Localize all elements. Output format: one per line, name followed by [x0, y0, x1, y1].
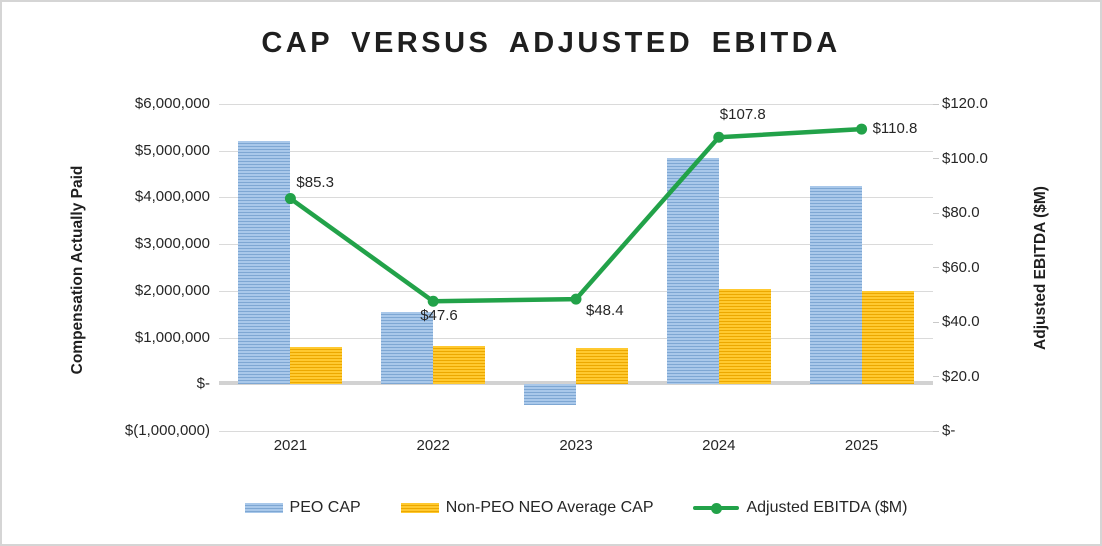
bar-peo-cap-2025	[809, 185, 862, 385]
bar-peo-cap-2021	[238, 141, 291, 385]
legend-swatch-non-peo-neo-average-cap	[400, 503, 439, 513]
gridline	[219, 338, 933, 339]
line-data-label-2021: $85.3	[296, 173, 334, 191]
legend-swatch-peo-cap	[244, 503, 283, 513]
legend-line-marker	[711, 503, 723, 514]
line-data-label-2025: $110.8	[872, 120, 918, 138]
bar-peo-cap-2022	[381, 311, 434, 385]
right-axis-tick	[933, 267, 939, 268]
left-axis-tick-label: $6,000,000	[134, 95, 210, 112]
left-axis-tick-label: $1,000,000	[134, 328, 210, 346]
ebitda-point-2024	[713, 131, 725, 143]
left-axis-tick-label: $3,000,000	[134, 235, 210, 253]
line-data-label-2023: $48.4	[586, 302, 624, 320]
category-label-2022: 2022	[416, 437, 450, 454]
legend-item-non-peo-neo-average-cap: Non-PEO NEO Average CAP	[400, 499, 654, 517]
right-axis-tick-label: $20.0	[942, 367, 980, 385]
right-axis-tick	[933, 158, 939, 159]
legend-label-peo-cap: PEO CAP	[289, 499, 361, 516]
line-data-label-2024: $107.8	[719, 106, 766, 124]
gridline	[219, 104, 933, 105]
right-axis-tick	[933, 212, 939, 214]
gridline	[219, 151, 933, 152]
bar-non-peo-neo-average-cap-2024	[718, 288, 771, 385]
category-label-2023: 2023	[559, 437, 593, 454]
legend-swatch-adjusted-ebitda-m	[693, 502, 740, 514]
legend: PEO CAP Non-PEO NEO Average CAP Adjusted E…	[219, 494, 933, 522]
ebitda-point-2025	[856, 123, 868, 135]
bar-non-peo-neo-average-cap-2025	[861, 290, 914, 385]
category-label-2024: 2024	[702, 437, 736, 454]
left-axis-tick-label: $(1,000,000)	[124, 422, 210, 439]
legend-label-adjusted-ebitda-m: Adjusted EBITDA ($M)	[746, 499, 908, 516]
right-axis-tick	[933, 376, 939, 377]
left-axis-tick-label: $4,000,000	[134, 188, 210, 206]
bar-non-peo-neo-average-cap-2021	[290, 346, 343, 385]
category-label-2025: 2025	[844, 437, 879, 454]
legend-item-adjusted-ebitda-m: Adjusted EBITDA ($M)	[693, 499, 907, 517]
right-axis-tick-label: $60.0	[942, 258, 980, 276]
right-axis-title: Adjusted EBITDA ($M)	[1032, 186, 1049, 350]
ebitda-point-2022	[427, 295, 439, 307]
right-axis-tick-label: $-	[942, 422, 956, 439]
right-axis-tick	[933, 103, 939, 105]
left-axis-tick-label: $-	[196, 375, 210, 393]
right-axis-tick-label: $80.0	[942, 204, 980, 221]
right-axis-tick-label: $100.0	[942, 149, 988, 167]
ebitda-point-2023	[570, 293, 582, 305]
bar-peo-cap-2024	[666, 157, 719, 385]
line-data-label-2022: $47.6	[420, 307, 458, 325]
right-axis-tick	[933, 430, 939, 432]
right-axis-tick-label: $40.0	[942, 313, 980, 330]
left-axis-tick-label: $5,000,000	[134, 141, 210, 159]
gridline	[219, 431, 933, 432]
bar-non-peo-neo-average-cap-2022	[433, 345, 486, 385]
left-axis-tick-label: $2,000,000	[134, 281, 210, 299]
bar-non-peo-neo-average-cap-2023	[576, 347, 628, 385]
ebitda-line	[288, 126, 864, 304]
right-axis-tick	[933, 321, 939, 323]
right-axis-tick-label: $120.0	[942, 95, 988, 112]
legend-label-non-peo-neo-average-cap: Non-PEO NEO Average CAP	[445, 499, 654, 516]
category-label-2021: 2021	[273, 437, 308, 454]
legend-item-peo-cap: PEO CAP	[244, 499, 361, 517]
chart-title: CAP VERSUS ADJUSTED EBITDA	[261, 27, 841, 59]
bar-peo-cap-2023	[524, 384, 576, 406]
